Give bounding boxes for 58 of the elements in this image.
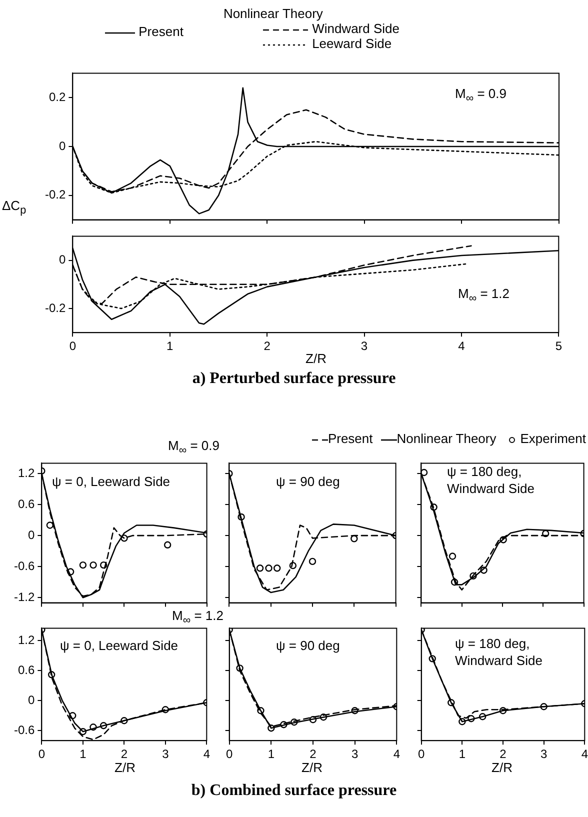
y-tick-label: 1.2 — [18, 466, 36, 480]
y-tick-label: 0 — [28, 528, 36, 542]
x-tick-label: 2 — [121, 746, 128, 761]
x-tick-label: 2 — [499, 746, 506, 761]
x-tick-label: 0 — [418, 746, 425, 761]
x-tick-label: 5 — [556, 338, 563, 353]
y-tick-label: -0.6 — [14, 558, 36, 573]
annotation: ψ = 180 deg, Windward Side — [447, 463, 536, 497]
text: a) Perturbed surface pressure — [192, 370, 396, 388]
y-tick-label: 1.2 — [18, 632, 36, 647]
y-tick-label: -0.6 — [14, 722, 36, 737]
annotation: ψ = 0, Leeward Side — [60, 638, 178, 653]
legend-label: Experiment — [519, 431, 586, 446]
legend-title: Nonlinear Theory — [223, 6, 324, 21]
x-tick-label: 3 — [540, 746, 548, 761]
x-axis-title: Z/R — [114, 760, 136, 775]
x-axis-title: Z/R — [306, 351, 326, 366]
y-tick-label: 0 — [59, 138, 66, 153]
x-axis-title: Z/R — [492, 760, 512, 775]
x-tick-label: 3 — [351, 746, 358, 761]
x-tick-label: 2 — [264, 338, 272, 353]
x-tick-label: 3 — [162, 746, 170, 761]
x-tick-label: 0 — [226, 746, 233, 761]
y-tick-label: 0.6 — [18, 662, 36, 677]
x-axis-title: Z/R — [302, 760, 322, 775]
x-tick-label: 4 — [392, 746, 400, 761]
y-tick-label: -0.2 — [45, 187, 66, 202]
annotation: ψ = 0, Leeward Side — [52, 474, 170, 489]
annotation: M$_{∞}$ = 1.2 — [458, 286, 510, 305]
annotation: ψ = 90 deg — [276, 638, 340, 653]
y-axis-title: ΔC$_{p}$ — [2, 198, 26, 217]
x-tick-label: 3 — [361, 338, 368, 353]
y-tick-label: -1.2 — [14, 590, 36, 604]
legend-label: Nonlinear Theory — [396, 431, 496, 446]
x-tick-label: 0 — [70, 338, 77, 353]
y-tick-label: -0.2 — [45, 300, 66, 315]
chart-title: M$_{∞}$ = 1.2 — [172, 608, 224, 627]
x-tick-label: 4 — [580, 746, 588, 761]
annotation: ψ = 90 deg — [276, 474, 340, 489]
annotation: ψ = 180 deg, Windward Side — [455, 635, 544, 669]
text: b) Combined surface pressure — [191, 782, 397, 800]
y-tick-label: 0.6 — [18, 496, 36, 511]
x-tick-label: 4 — [458, 338, 466, 353]
legend-label: Windward Side — [312, 21, 400, 36]
y-tick-label: 0.2 — [49, 90, 66, 104]
legend-label: Present — [138, 24, 184, 39]
x-tick-label: 1 — [80, 746, 87, 761]
x-tick-label: 1 — [267, 746, 274, 761]
legend-label: Leeward Side — [312, 36, 392, 51]
y-tick-label: 0 — [28, 692, 36, 707]
x-tick-label: 1 — [166, 338, 174, 353]
x-tick-label: 1 — [458, 746, 466, 761]
y-tick-label: 0 — [59, 252, 66, 266]
chart-title: M$_{∞}$ = 0.9 — [168, 438, 220, 457]
annotation: M$_{∞}$ = 0.9 — [455, 86, 506, 105]
x-tick-label: 2 — [309, 746, 316, 761]
x-tick-label: 4 — [204, 746, 211, 761]
legend-label: Present — [326, 431, 373, 446]
